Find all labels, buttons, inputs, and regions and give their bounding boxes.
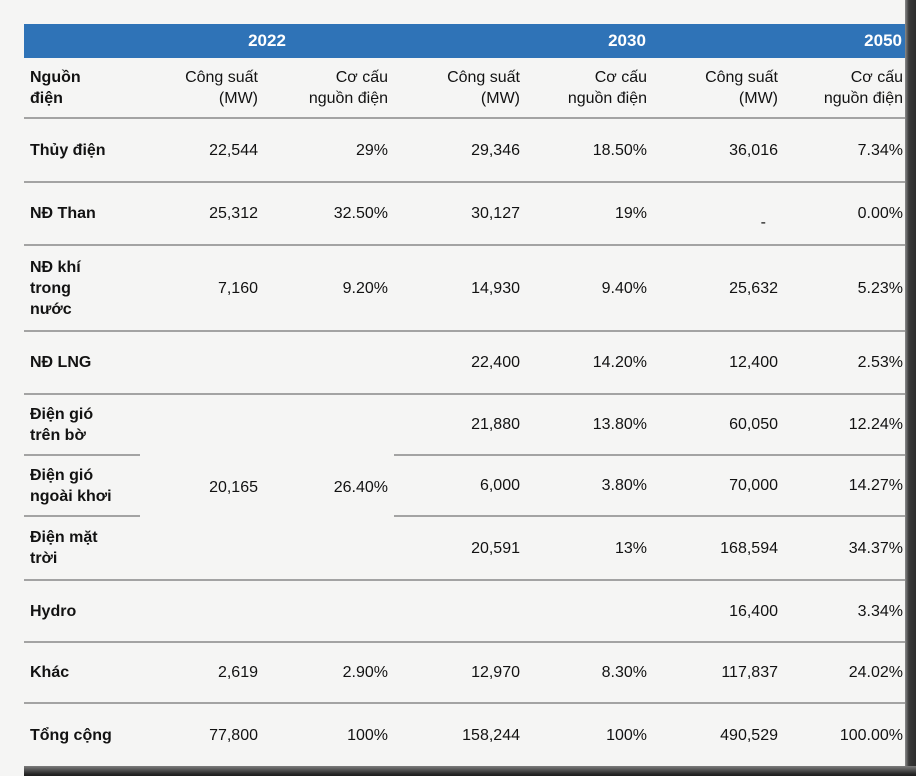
header-cong-suat-2050: Công suất (MW) bbox=[653, 58, 784, 119]
cell-co-cau-2030: 18.50% bbox=[526, 118, 653, 183]
cell-cong-suat-2050: 16,400 bbox=[653, 580, 784, 643]
cell-cong-suat-2022: 22,544 bbox=[140, 118, 264, 183]
cell-co-cau-2030: 100% bbox=[606, 726, 647, 744]
cell-cong-suat-2050: 12,400 bbox=[653, 331, 784, 395]
row-label: NĐ khí trong nước bbox=[24, 245, 140, 332]
cell-co-cau-2050: 14.27% bbox=[784, 455, 905, 517]
cell-co-cau-2030: 14.20% bbox=[526, 331, 653, 395]
cell-cong-suat-2050: - bbox=[653, 182, 784, 246]
table-row-nd-lng: NĐ LNG 22,400 14.20% 12,400 2.53% bbox=[24, 331, 905, 395]
row-label: Điện mặt trời bbox=[24, 516, 140, 581]
cell-cong-suat-2022: 7,160 bbox=[140, 245, 264, 332]
cell-cong-suat-2022: 77,800 bbox=[209, 726, 258, 744]
cell-cong-suat-2030: 21,880 bbox=[394, 394, 526, 456]
cell-co-cau-2050: 3.34% bbox=[784, 580, 905, 643]
cell-co-cau-2050: 34.37% bbox=[784, 516, 905, 581]
cell-co-cau-2050: 12.24% bbox=[784, 394, 905, 456]
cell-cong-suat-2022: 25,312 bbox=[140, 182, 264, 246]
dash-placeholder: - bbox=[760, 214, 766, 231]
cell-cong-suat-2030: 20,591 bbox=[394, 516, 526, 581]
power-capacity-table: Nguồn điện Công suất (MW) Cơ cấu nguồn đ… bbox=[24, 58, 905, 766]
row-label: Điện gió trên bờ bbox=[24, 394, 140, 456]
row-label: NĐ Than bbox=[24, 182, 140, 246]
row-label: Thủy điện bbox=[24, 118, 140, 183]
cell-cong-suat-2022-empty bbox=[140, 580, 264, 643]
header-cong-suat-2030: Công suất (MW) bbox=[394, 58, 526, 119]
cell-co-cau-2022: 100% bbox=[347, 726, 388, 744]
cell-co-cau-2050: 24.02% bbox=[784, 642, 905, 704]
cell-co-cau-2022-empty bbox=[264, 331, 394, 395]
cell-co-cau-2050: 0.00% bbox=[784, 182, 905, 246]
cell-co-cau-2050: 7.34% bbox=[784, 118, 905, 183]
row-label: Tổng cộng bbox=[30, 726, 112, 744]
header-co-cau-2050: Cơ cấu nguồn điện bbox=[784, 58, 905, 119]
table-row-nd-khi-trong-nuoc: NĐ khí trong nước 7,160 9.20% 14,930 9.4… bbox=[24, 245, 905, 332]
cell-cong-suat-2050: 60,050 bbox=[653, 394, 784, 456]
cell-co-cau-2050: 5.23% bbox=[784, 245, 905, 332]
cell-co-cau-2030: 13% bbox=[526, 516, 653, 581]
year-label-2050: 2050 bbox=[864, 31, 902, 50]
cell-cong-suat-2030: 29,346 bbox=[394, 118, 526, 183]
table-row-hydro: Hydro 16,400 3.34% bbox=[24, 580, 905, 643]
header-cong-suat-2022: Công suất (MW) bbox=[140, 58, 264, 119]
row-label: NĐ LNG bbox=[24, 331, 140, 395]
cell-cong-suat-2050: 168,594 bbox=[653, 516, 784, 581]
cell-cong-suat-2030: 6,000 bbox=[394, 455, 526, 517]
cell-co-cau-2030: 13.80% bbox=[526, 394, 653, 456]
cell-co-cau-2022-empty bbox=[264, 580, 394, 643]
year-label-2022: 2022 bbox=[248, 31, 286, 50]
cell-cong-suat-2022: 2,619 bbox=[140, 642, 264, 704]
cell-co-cau-2022: 2.90% bbox=[264, 642, 394, 704]
cell-cong-suat-2030: 14,930 bbox=[394, 245, 526, 332]
cell-cong-suat-2030: 22,400 bbox=[394, 331, 526, 395]
table-row-thuy-dien: Thủy điện 22,544 29% 29,346 18.50% 36,01… bbox=[24, 118, 905, 183]
cell-cong-suat-2050: 36,016 bbox=[653, 118, 784, 183]
table-header-row: Nguồn điện Công suất (MW) Cơ cấu nguồn đ… bbox=[24, 58, 905, 119]
table-row-dien-mat-troi: Điện mặt trời 20,591 13% 168,594 34.37% bbox=[24, 516, 905, 581]
row-label: Khác bbox=[24, 642, 140, 704]
cell-co-cau-2022: 9.20% bbox=[264, 245, 394, 332]
window-edge-bottom bbox=[24, 766, 916, 776]
header-co-cau-2030: Cơ cấu nguồn điện bbox=[526, 58, 653, 119]
cell-cong-suat-2050: 70,000 bbox=[653, 455, 784, 517]
cell-cong-suat-2050: 490,529 bbox=[720, 726, 778, 744]
cell-co-cau-2030-empty bbox=[526, 580, 653, 643]
cell-cong-suat-2030: 158,244 bbox=[462, 726, 520, 744]
cell-co-cau-2022: 32.50% bbox=[264, 182, 394, 246]
cell-co-cau-2022: 29% bbox=[264, 118, 394, 183]
cell-cong-suat-2030: 12,970 bbox=[394, 642, 526, 704]
cell-co-cau-2022-merged: 26.40% bbox=[264, 394, 394, 581]
cell-cong-suat-2050: 25,632 bbox=[653, 245, 784, 332]
table-row-nd-than: NĐ Than 25,312 32.50% 30,127 19% - 0.00% bbox=[24, 182, 905, 246]
row-label: Hydro bbox=[24, 580, 140, 643]
cell-co-cau-2050: 100.00% bbox=[839, 726, 903, 744]
cell-co-cau-2030: 9.40% bbox=[526, 245, 653, 332]
cell-co-cau-2030: 19% bbox=[526, 182, 653, 246]
cell-cong-suat-2022-empty bbox=[140, 331, 264, 395]
cell-cong-suat-2030: 30,127 bbox=[394, 182, 526, 246]
cell-cong-suat-2030-empty bbox=[394, 580, 526, 643]
header-co-cau-2022: Cơ cấu nguồn điện bbox=[264, 58, 394, 119]
table-row-khac: Khác 2,619 2.90% 12,970 8.30% 117,837 24… bbox=[24, 642, 905, 704]
row-label: Điện gió ngoài khơi bbox=[24, 455, 140, 517]
cell-cong-suat-2050: 117,837 bbox=[653, 642, 784, 704]
cell-co-cau-2030: 8.30% bbox=[526, 642, 653, 704]
year-label-2030: 2030 bbox=[608, 31, 646, 50]
table-row-dien-gio-tren-bo: Điện gió trên bờ 20,165 26.40% 21,880 13… bbox=[24, 394, 905, 581]
window-edge-right bbox=[905, 0, 916, 776]
year-header-band: 2022 2030 2050 bbox=[24, 24, 905, 58]
table-row-tong-cong: Tổng cộng 77,800 100% 158,244 100% 490,5… bbox=[24, 703, 905, 766]
header-nguon-dien: Nguồn điện bbox=[24, 58, 140, 119]
table-row-dien-gio-ngoai-khoi: Điện gió ngoài khơi 6,000 3.80% 70,000 1… bbox=[24, 455, 905, 517]
cell-cong-suat-2022-merged: 20,165 bbox=[140, 394, 264, 581]
cell-co-cau-2030: 3.80% bbox=[526, 455, 653, 517]
cell-co-cau-2050: 2.53% bbox=[784, 331, 905, 395]
